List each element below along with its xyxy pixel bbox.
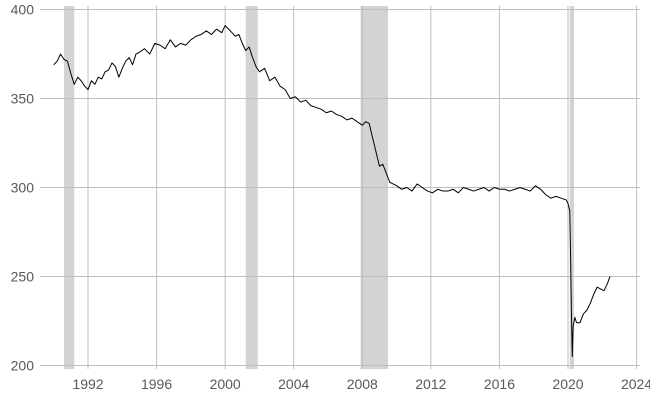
y-tick-label-400: 400 xyxy=(11,2,35,18)
x-tick-label-2004: 2004 xyxy=(278,376,309,392)
y-tick-label-300: 300 xyxy=(11,180,35,196)
x-tick-label-1996: 1996 xyxy=(141,376,172,392)
grid-lines xyxy=(40,6,640,369)
x-tick-label-2008: 2008 xyxy=(347,376,378,392)
x-tick-label-2024: 2024 xyxy=(621,376,650,392)
x-tick-label-2000: 2000 xyxy=(210,376,241,392)
series-line-1 xyxy=(53,25,611,358)
y-tick-label-200: 200 xyxy=(11,357,35,373)
x-tick-label-2020: 2020 xyxy=(552,376,583,392)
y-tick-label-350: 350 xyxy=(11,91,35,107)
x-tick-label-2016: 2016 xyxy=(484,376,515,392)
y-tick-label-250: 250 xyxy=(11,268,35,284)
y-axis-ticks: 200 250 300 350 400 xyxy=(11,2,35,374)
x-tick-label-1992: 1992 xyxy=(72,376,103,392)
series-layer xyxy=(53,25,611,358)
x-tick-label-2012: 2012 xyxy=(415,376,446,392)
x-axis-ticks: 1992 1996 2000 2004 2008 2012 2016 2020 2024 xyxy=(72,376,650,392)
